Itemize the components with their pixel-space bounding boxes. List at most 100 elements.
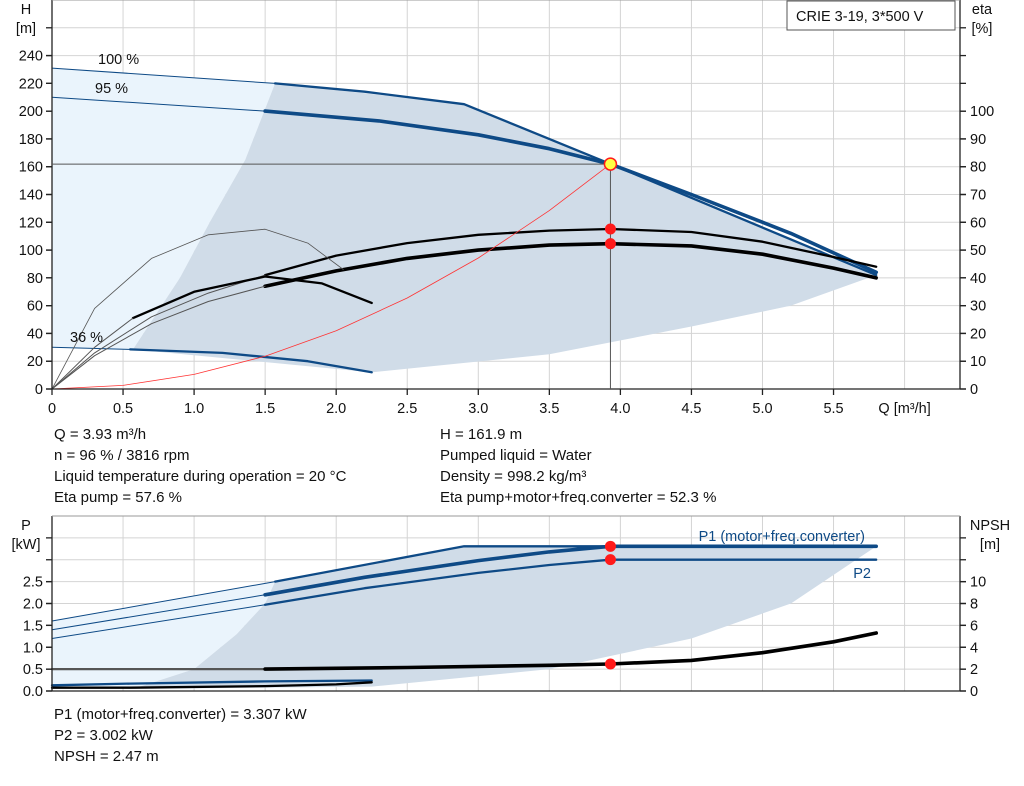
- series-eta-total-low: [51, 285, 266, 390]
- info-speed: n = 96 % / 3816 rpm: [54, 447, 190, 464]
- y-axis-label-right: [m]: [980, 537, 1000, 553]
- eta-total-point: [604, 238, 616, 250]
- x-tick-label: 1.5: [255, 401, 275, 417]
- series-p2-duty: [263, 558, 878, 606]
- info-eta-pump: Eta pump = 57.6 %: [54, 489, 182, 506]
- series-eta-36-low: [51, 317, 134, 390]
- y-tick-label-left: 100: [19, 243, 43, 259]
- y-axis-label-right: [%]: [972, 21, 993, 37]
- y-tick-label-right: 30: [970, 299, 986, 315]
- x-axis-label: Q [m³/h]: [878, 401, 930, 417]
- series-p1-duty: [263, 544, 878, 597]
- y-tick-label-left: 0.5: [23, 662, 43, 678]
- info-p2: P2 = 3.002 kW: [54, 727, 154, 744]
- y-tick-label-right: 40: [970, 271, 986, 287]
- info-eta-total: Eta pump+motor+freq.converter = 52.3 %: [440, 489, 716, 506]
- y-axis-label-left: P: [21, 518, 31, 534]
- legend-p2: P2: [853, 566, 871, 582]
- info-top-left: Q = 3.93 m³/h n = 96 % / 3816 rpm Liquid…: [54, 426, 347, 506]
- x-tick-label: 1.0: [184, 401, 204, 417]
- series-head-95: [51, 96, 266, 112]
- x-tick-label: 3.0: [468, 401, 488, 417]
- npsh-point: [604, 658, 616, 670]
- y-tick-label-left: 80: [27, 271, 43, 287]
- curve-label: 100 %: [98, 52, 139, 68]
- power-npsh-plot: 0.0 0.5 1.0 1.5 2.0 2.5 0 2 4 6 8 10 P [kW] NPSH [m] P1 …: [12, 515, 1010, 700]
- y-tick-label-right: 4: [970, 640, 978, 656]
- series-npsh-36: [50, 681, 373, 689]
- x-tick-label: 5.0: [752, 401, 772, 417]
- legend-p1: P1 (motor+freq.converter): [699, 529, 865, 545]
- y-tick-label-right: 20: [970, 326, 986, 342]
- y-tick-label-left: 220: [19, 76, 43, 92]
- curve-label: 36 %: [70, 330, 103, 346]
- x-tick-label: 0.5: [113, 401, 133, 417]
- x-tick-label: 3.5: [539, 401, 559, 417]
- y-tick-label-left: 140: [19, 188, 43, 204]
- y-tick-label-left: 1.5: [23, 618, 43, 634]
- y-tick-label-left: 20: [27, 354, 43, 370]
- series-eta-max-arc: [51, 228, 344, 390]
- operating-point: [603, 157, 618, 171]
- y-tick-label-left: 2.5: [23, 575, 43, 591]
- series-head-96-duty: [263, 109, 878, 275]
- y-axis-label-right: eta: [972, 2, 993, 18]
- y-tick-label-left: 240: [19, 49, 43, 65]
- y-axis-label-left: [kW]: [12, 537, 41, 553]
- y-tick-label-left: 2.0: [23, 597, 43, 613]
- y-tick-label-left: 200: [19, 104, 43, 120]
- y-tick-label-right: 80: [970, 160, 986, 176]
- info-liquid: Pumped liquid = Water: [440, 447, 592, 464]
- y-tick-label-left: 40: [27, 326, 43, 342]
- y-tick-label-left: 160: [19, 160, 43, 176]
- y-tick-label-right: 2: [970, 662, 978, 678]
- x-tick-label: 5.5: [823, 401, 843, 417]
- y-tick-label-left: 60: [27, 299, 43, 315]
- y-tick-label-right: 50: [970, 243, 986, 259]
- y-tick-label-right: 0: [970, 684, 978, 700]
- series-eta-pump-low: [51, 274, 266, 390]
- y-tick-label-right: 10: [970, 354, 986, 370]
- y-tick-label-right: 70: [970, 188, 986, 204]
- y-tick-label-left: 120: [19, 215, 43, 231]
- info-temperature: Liquid temperature during operation = 20…: [54, 468, 347, 485]
- series-p-36: [50, 679, 373, 687]
- info-density: Density = 998.2 kg/m³: [440, 468, 586, 485]
- y-axis-label-left: [m]: [16, 21, 36, 37]
- info-p1: P1 (motor+freq.converter) = 3.307 kW: [54, 706, 307, 723]
- y-tick-label-right: 100: [970, 104, 994, 120]
- info-bottom: P1 (motor+freq.converter) = 3.307 kW P2 …: [54, 706, 307, 765]
- title-box-text: CRIE 3-19, 3*500 V: [796, 9, 924, 25]
- y-axis-label-right: NPSH: [970, 518, 1010, 534]
- y-tick-label-left: 180: [19, 132, 43, 148]
- series-p2-low: [51, 604, 266, 639]
- y-tick-label-right: 8: [970, 597, 978, 613]
- series-head-36-range: [129, 348, 373, 374]
- info-head: H = 161.9 m: [440, 426, 522, 443]
- y-tick-label-left: 0.0: [23, 684, 43, 700]
- curve-label: 95 %: [95, 81, 128, 97]
- info-npsh: NPSH = 2.47 m: [54, 748, 159, 765]
- y-axis-label-left: H: [21, 2, 31, 18]
- series-eta-pump: [263, 227, 878, 277]
- y-tick-label-right: 6: [970, 618, 978, 634]
- info-top-right: H = 161.9 m Pumped liquid = Water Densit…: [440, 426, 716, 506]
- series-eta-total: [263, 241, 878, 288]
- x-tick-label: 2.0: [326, 401, 346, 417]
- series-p1-100: [51, 581, 276, 622]
- series-p1-duty-low: [51, 594, 266, 631]
- x-tick-label: 4.5: [681, 401, 701, 417]
- p1-point: [604, 540, 616, 552]
- y-tick-label-right: 60: [970, 215, 986, 231]
- p2-point: [604, 554, 616, 566]
- info-flow: Q = 3.93 m³/h: [54, 426, 146, 443]
- title-box: CRIE 3-19, 3*500 V: [786, 0, 956, 31]
- area-light: [52, 68, 276, 350]
- x-tick-label: 2.5: [397, 401, 417, 417]
- area-dark: [132, 83, 877, 373]
- x-tick-label: 0: [48, 401, 56, 417]
- eta-pump-point: [604, 223, 616, 235]
- series-head-36: [51, 346, 131, 350]
- y-tick-label-left: 1.0: [23, 640, 43, 656]
